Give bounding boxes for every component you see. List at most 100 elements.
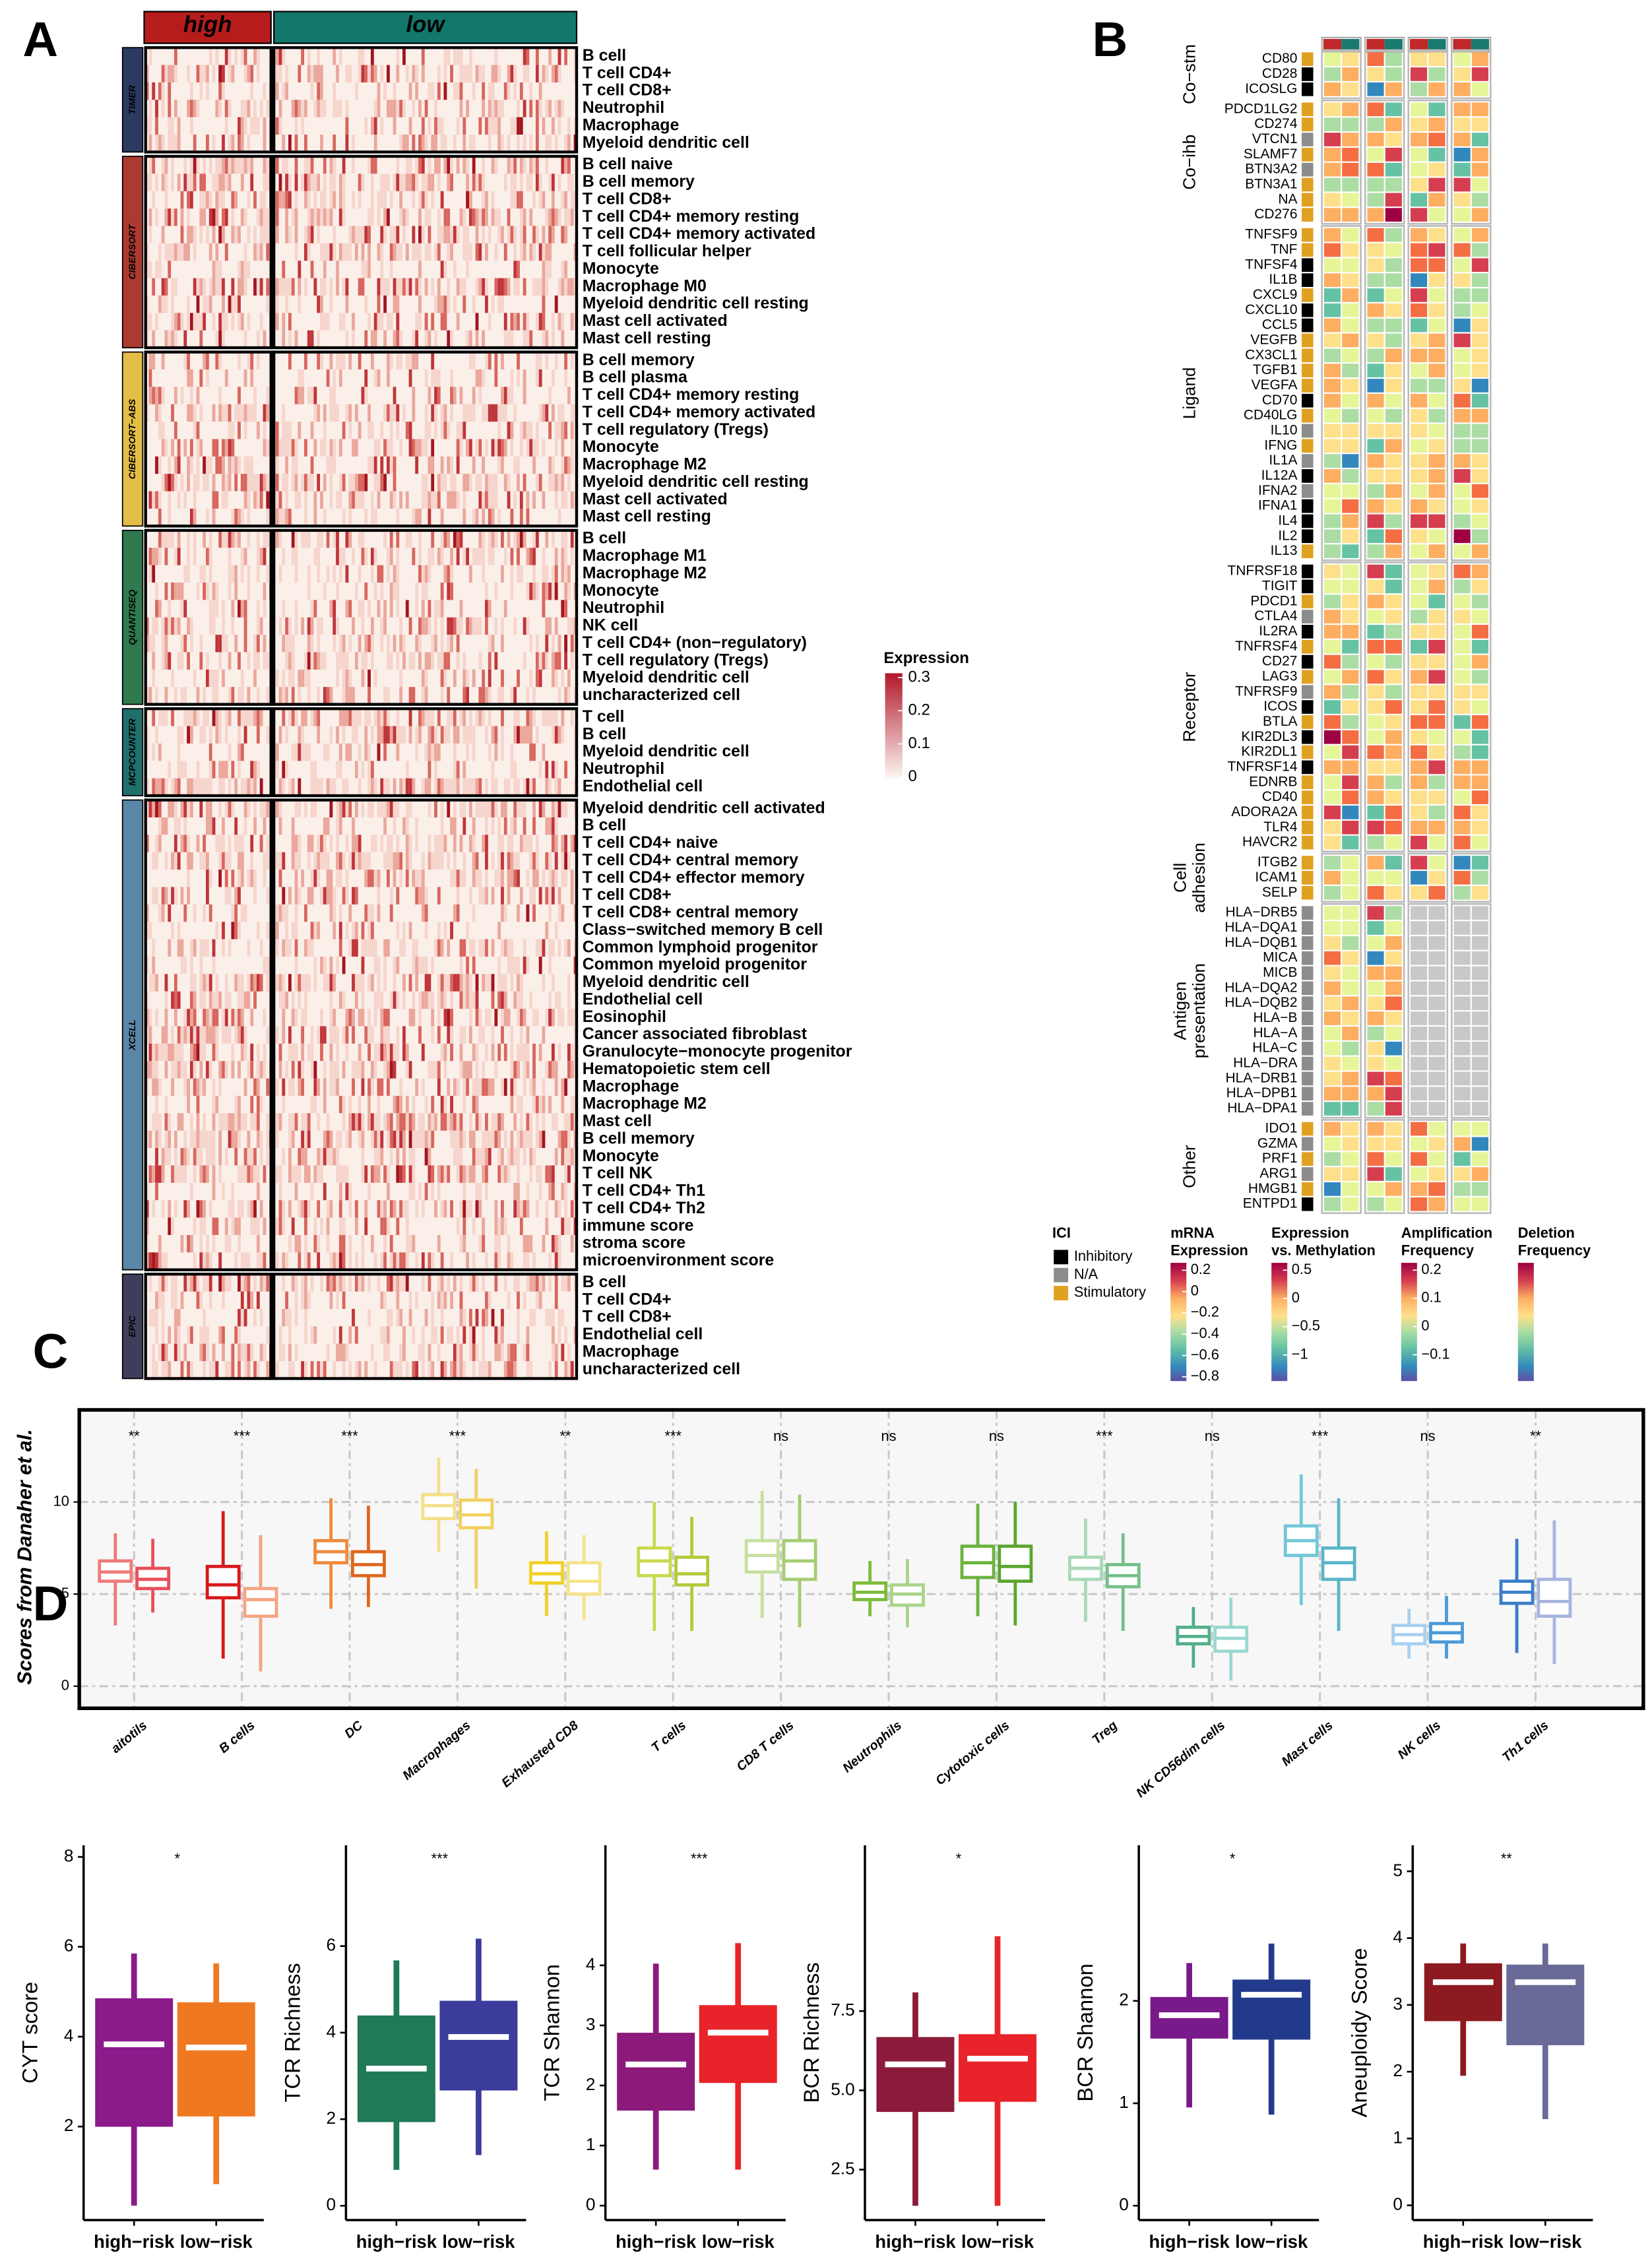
heatmap-cell xyxy=(304,243,307,261)
heatmap-cell xyxy=(358,852,362,870)
heatmap-cell xyxy=(462,548,466,565)
heatmap-cell xyxy=(380,835,384,852)
heatmap-cell xyxy=(507,226,511,243)
heatmap-cell xyxy=(507,852,511,870)
heatmap-cell xyxy=(145,1252,149,1270)
heatmap-cell xyxy=(358,474,362,492)
heatmap-cell xyxy=(298,387,302,404)
heatmap-cell xyxy=(488,548,492,565)
heatmap-cell xyxy=(238,761,241,779)
heatmap-cell xyxy=(402,635,406,652)
heatmap-cell xyxy=(326,1343,330,1362)
heatmap-cell xyxy=(564,352,568,369)
heatmap-cell xyxy=(396,174,400,191)
heatmap-cell xyxy=(222,1291,225,1309)
column-header-frame xyxy=(1451,36,1492,53)
heatmap-cell xyxy=(323,1061,327,1079)
heatmap-cell xyxy=(275,1361,279,1379)
heatmap-cell xyxy=(358,835,362,852)
heatmap-cell xyxy=(215,669,219,687)
heatmap-cell xyxy=(542,295,546,313)
heatmap-cell xyxy=(535,530,539,548)
heatmap-cell xyxy=(326,530,330,548)
heatmap-cell xyxy=(164,65,168,82)
heatmap-cell xyxy=(1323,393,1341,408)
heatmap-cell xyxy=(155,726,158,744)
heatmap-cell xyxy=(206,191,209,209)
heatmap-cell xyxy=(266,295,270,313)
heatmap-cell xyxy=(542,939,546,957)
heatmap-cell xyxy=(1428,514,1446,528)
heatmap-cell xyxy=(415,65,419,82)
heatmap-cell xyxy=(266,1361,270,1379)
heatmap-cell xyxy=(203,1200,206,1218)
heatmap-cell xyxy=(234,778,238,796)
heatmap-cell xyxy=(415,817,419,835)
heatmap-cell xyxy=(535,870,539,887)
heatmap-cell xyxy=(377,1095,381,1114)
heatmap-cell xyxy=(548,387,552,404)
heatmap-cell xyxy=(199,565,203,583)
heatmap-cell xyxy=(526,1043,530,1062)
heatmap-cell xyxy=(224,870,228,887)
heatmap-cell xyxy=(218,226,222,243)
heatmap-cell xyxy=(152,743,156,761)
heatmap-cell xyxy=(472,726,476,744)
heatmap-cell xyxy=(570,456,574,474)
heatmap-cell xyxy=(174,1165,177,1183)
heatmap-cell xyxy=(212,1078,216,1096)
heatmap-cell xyxy=(472,208,476,226)
block-border xyxy=(1450,49,1492,100)
ici-cell xyxy=(1302,273,1314,287)
heatmap-cell xyxy=(196,1026,200,1044)
heatmap-cell xyxy=(358,191,362,209)
heatmap-cell xyxy=(288,1308,292,1327)
heatmap-cell xyxy=(532,1252,536,1270)
heatmap-cell xyxy=(1453,579,1471,594)
heatmap-cell xyxy=(428,1113,431,1131)
heatmap-cell xyxy=(345,669,349,687)
heatmap-cell xyxy=(240,1113,244,1131)
heatmap-cell xyxy=(208,530,212,548)
heatmap-cell xyxy=(158,82,162,100)
heatmap-cell xyxy=(564,652,568,670)
heatmap-cell xyxy=(399,1113,403,1131)
heatmap-cell xyxy=(494,117,498,135)
heatmap-cell xyxy=(164,208,168,226)
heatmap-cell xyxy=(551,1113,555,1131)
heatmap-cell xyxy=(488,404,492,422)
heatmap-cell xyxy=(405,208,409,226)
heatmap-cell xyxy=(152,548,156,565)
heatmap-cell xyxy=(336,800,339,817)
heatmap-cell xyxy=(278,278,282,296)
heatmap-cell xyxy=(1471,484,1489,498)
heatmap-cell xyxy=(199,330,203,348)
heatmap-cell xyxy=(389,530,393,548)
heatmap-cell xyxy=(542,583,546,600)
heatmap-cell xyxy=(535,852,539,870)
heatmap-cell xyxy=(485,1078,488,1096)
heatmap-cell xyxy=(367,687,371,705)
heatmap-cell xyxy=(399,1078,403,1096)
heatmap-cell xyxy=(338,1182,342,1201)
heatmap-cell xyxy=(396,887,400,905)
heatmap-cell xyxy=(383,1026,387,1044)
heatmap-cell xyxy=(497,100,501,117)
heatmap-cell xyxy=(212,1234,216,1253)
heatmap-cell xyxy=(1367,469,1384,483)
ici-cell xyxy=(1302,454,1314,468)
heatmap-cell xyxy=(443,1291,447,1309)
heatmap-cell xyxy=(564,939,568,957)
heatmap-cell xyxy=(485,1252,488,1270)
heatmap-cell xyxy=(387,726,390,744)
heatmap-cell xyxy=(510,313,514,331)
heatmap-cell xyxy=(497,974,501,992)
heatmap-cell xyxy=(1411,514,1428,528)
heatmap-cell xyxy=(333,1326,336,1344)
heatmap-cell xyxy=(203,1130,206,1149)
row-label: B cell xyxy=(583,1273,626,1291)
heatmap-cell xyxy=(501,100,504,117)
heatmap-cell xyxy=(1367,564,1384,579)
heatmap-cell xyxy=(177,991,181,1009)
heatmap-cell xyxy=(253,800,257,817)
